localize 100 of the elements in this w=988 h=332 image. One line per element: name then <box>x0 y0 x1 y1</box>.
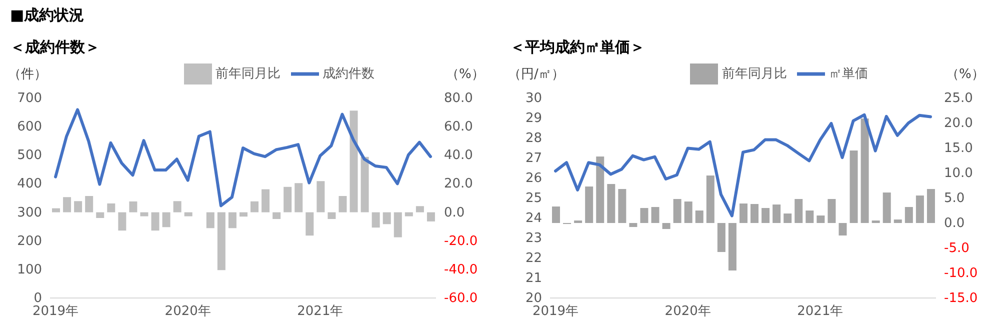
bar <box>806 210 814 223</box>
y-tick-label: 600 <box>17 120 42 135</box>
y2-tick-label: 0.0 <box>944 216 965 231</box>
y2-tick-label: 40.0 <box>444 148 473 164</box>
bar <box>629 223 638 227</box>
bar <box>372 212 380 228</box>
bar <box>338 196 347 212</box>
bar <box>85 196 94 212</box>
bar <box>306 212 314 236</box>
bar <box>96 212 104 218</box>
y2-tick-label: -60.0 <box>444 291 478 306</box>
bar <box>206 212 214 228</box>
bar <box>706 176 714 223</box>
x-tick-label: 2019年 <box>532 304 579 320</box>
x-tick-label: 2020年 <box>664 304 711 320</box>
line-series <box>554 113 932 218</box>
bar <box>728 223 736 270</box>
bar <box>350 110 358 212</box>
bar <box>552 206 560 223</box>
y2-tick-label: -15.0 <box>944 291 978 306</box>
chart-subtitle: ＜成約件数＞ <box>10 38 100 57</box>
chart-title: ■成約状況 <box>10 6 84 25</box>
bar <box>162 212 170 228</box>
bar <box>684 202 692 223</box>
bar <box>860 118 869 223</box>
y-tick-label: 27 <box>525 151 542 166</box>
y-tick-label: 20 <box>525 291 542 306</box>
line-series <box>54 108 432 208</box>
bar <box>173 201 182 212</box>
bar <box>651 207 660 223</box>
bar <box>151 212 160 231</box>
y2-tick-label: -10.0 <box>944 266 978 281</box>
bar <box>882 192 891 223</box>
y-tick-label: 21 <box>525 271 542 286</box>
bar <box>52 208 60 212</box>
legend-label: 前年同月比 <box>216 66 280 82</box>
bar <box>63 197 72 212</box>
bar <box>739 204 748 223</box>
bar <box>284 186 292 212</box>
y-tick-label: 400 <box>17 176 42 192</box>
bar <box>217 212 226 270</box>
y-tick-label: 24 <box>525 211 542 226</box>
bar <box>816 216 825 223</box>
y-axis-title: （円/㎡） <box>508 66 564 83</box>
bar <box>426 212 435 222</box>
bar <box>916 196 924 223</box>
bar <box>140 212 148 216</box>
y-tick-label: 30 <box>525 91 542 106</box>
bar <box>662 223 670 229</box>
y2-axis-title: （%） <box>946 66 984 83</box>
y2-tick-label: 60.0 <box>444 120 473 135</box>
y-tick-label: 200 <box>17 234 42 249</box>
bar <box>607 184 616 223</box>
bar <box>250 201 259 212</box>
x-tick-label: 2021年 <box>797 304 844 320</box>
bar <box>294 183 303 212</box>
bar <box>360 156 369 212</box>
bar <box>239 212 248 217</box>
bar <box>404 212 413 216</box>
bar <box>262 189 270 212</box>
bar <box>228 212 236 228</box>
x-tick-label: 2021年 <box>297 304 344 320</box>
y-tick-label: 25 <box>525 191 542 206</box>
bar <box>794 199 803 223</box>
legend-label: 前年同月比 <box>722 66 787 82</box>
y-tick-label: 22 <box>525 251 542 266</box>
bar <box>129 201 138 212</box>
bar <box>316 181 325 212</box>
y2-tick-label: -40.0 <box>444 262 478 278</box>
y-tick-label: 100 <box>17 262 42 278</box>
y-tick-label: 0 <box>34 291 42 306</box>
bar <box>416 206 424 212</box>
y2-tick-label: 5.0 <box>944 191 965 206</box>
bar <box>118 212 126 231</box>
y2-tick-label: -20.0 <box>444 234 478 249</box>
bar <box>926 189 935 223</box>
bar <box>618 189 626 223</box>
bar <box>772 204 781 223</box>
y-tick-label: 28 <box>525 131 542 146</box>
bar <box>673 199 682 223</box>
y2-axis-title: （%） <box>446 66 484 83</box>
bar <box>74 201 82 212</box>
y-tick-label: 300 <box>17 205 42 220</box>
y-axis-title: （件） <box>8 66 47 83</box>
bar <box>894 220 902 223</box>
y2-tick-label: 25.0 <box>944 91 973 106</box>
bar <box>382 212 391 224</box>
bar <box>750 204 759 223</box>
bar <box>107 203 116 212</box>
bar <box>695 210 704 223</box>
bar <box>717 223 726 252</box>
bar <box>828 199 836 223</box>
bar <box>640 208 648 223</box>
x-tick-label: 2019年 <box>32 304 79 320</box>
bar <box>596 156 604 223</box>
bar <box>904 207 913 223</box>
y-tick-label: 29 <box>525 111 542 126</box>
bar <box>762 208 770 223</box>
y-tick-label: 700 <box>17 91 42 106</box>
y2-tick-label: 20.0 <box>444 176 473 192</box>
